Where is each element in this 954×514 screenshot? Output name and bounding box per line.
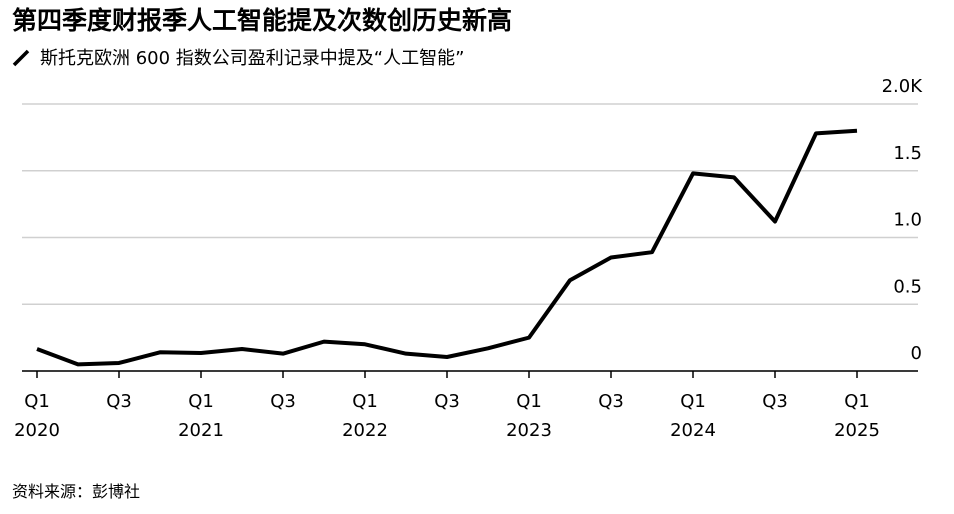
y-tick-label: 1.0	[893, 210, 922, 231]
y-tick-label: 0.5	[893, 276, 922, 297]
x-tick-label: Q1 2021	[178, 391, 224, 441]
y-tick-label: 2.0K	[882, 76, 924, 97]
data-line	[36, 128, 858, 367]
subtitle-icon	[12, 49, 30, 67]
y-tick-label: 1.5	[893, 143, 922, 164]
x-tick-label: Q3	[106, 391, 132, 412]
chart-title: 第四季度财报季人工智能提及次数创历史新高	[12, 6, 512, 35]
chart-subtitle: 斯托克欧洲 600 指数公司盈利记录中提及“人工智能”	[40, 48, 464, 69]
x-tick-label: Q1 2024	[670, 391, 716, 441]
x-tick-label: Q3	[598, 391, 624, 412]
source: 资料来源：彭博社	[12, 482, 140, 501]
x-tick-label: Q1 2022	[342, 391, 388, 441]
x-tick-label: Q3	[270, 391, 296, 412]
y-tick-label: 0	[911, 343, 922, 364]
x-tick-label: Q1 2025	[834, 391, 880, 441]
x-tick-label: Q3	[762, 391, 788, 412]
x-tick-label: Q1 2023	[506, 391, 552, 441]
x-tick-label: Q1 2020	[14, 391, 60, 441]
x-tick-label: Q3	[434, 391, 460, 412]
